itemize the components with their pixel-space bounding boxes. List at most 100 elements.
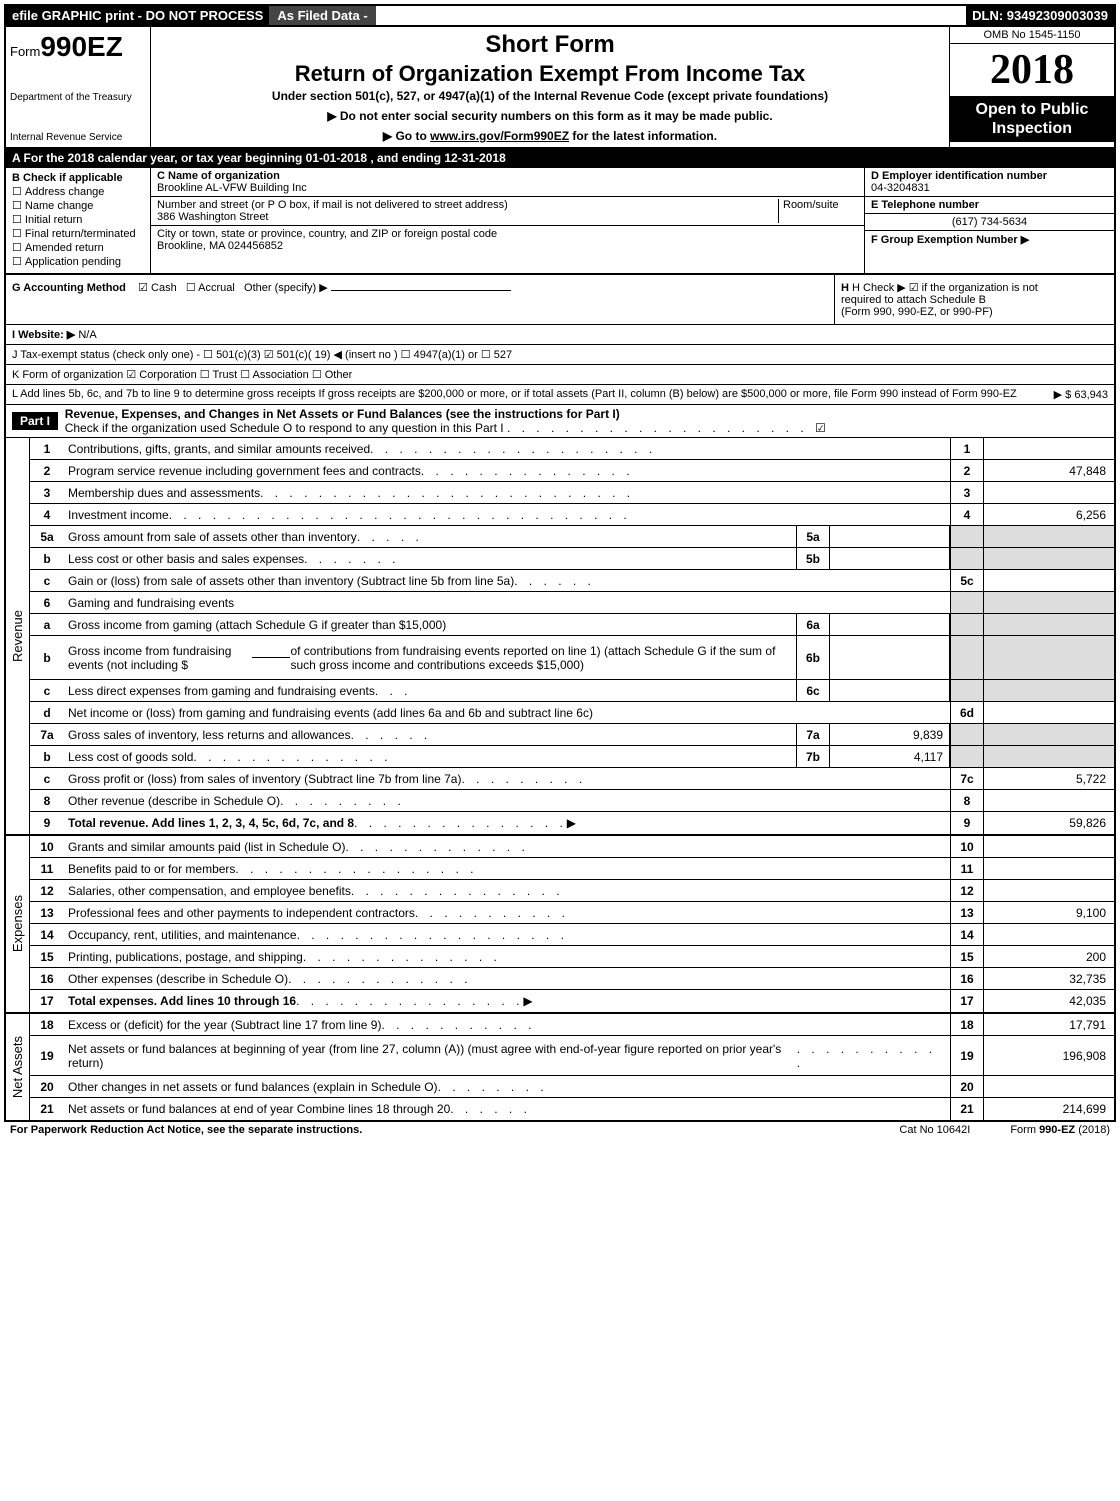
row-h-schedule-b: H H Check ▶ ☑ if the organization is not… — [834, 275, 1114, 324]
row-j-tax-exempt: J Tax-exempt status (check only one) - ☐… — [6, 345, 1114, 365]
return-title: Return of Organization Exempt From Incom… — [159, 61, 941, 87]
website-value: N/A — [78, 329, 96, 341]
tax-year: 2018 — [950, 44, 1114, 96]
under-section: Under section 501(c), 527, or 4947(a)(1)… — [159, 89, 941, 103]
line-6: 6Gaming and fundraising events — [30, 592, 1114, 614]
h-line3: (Form 990, 990-EZ, or 990-PF) — [841, 306, 1108, 318]
line-20: 20Other changes in net assets or fund ba… — [30, 1076, 1114, 1098]
expenses-vert-label: Expenses — [6, 836, 30, 1012]
g-cash[interactable]: ☑ Cash — [138, 282, 177, 294]
line-6c: cLess direct expenses from gaming and fu… — [30, 680, 1114, 702]
org-name: Brookline AL-VFW Building Inc — [157, 182, 858, 194]
part-i-title: Revenue, Expenses, and Changes in Net As… — [65, 407, 620, 421]
footer-catno: Cat No 10642I — [899, 1124, 970, 1136]
irs-link[interactable]: www.irs.gov/Form990EZ — [430, 129, 569, 143]
line-16: 16Other expenses (describe in Schedule O… — [30, 968, 1114, 990]
col-c: C Name of organization Brookline AL-VFW … — [151, 168, 864, 273]
chk-name-change[interactable]: ☐ Name change — [12, 199, 144, 212]
row-l-gross-receipts: L Add lines 5b, 6c, and 7b to line 9 to … — [6, 385, 1114, 405]
room-suite-label: Room/suite — [778, 199, 858, 223]
form-prefix: Form — [10, 44, 40, 59]
line-21: 21Net assets or fund balances at end of … — [30, 1098, 1114, 1120]
row-a-calendar-year: A For the 2018 calendar year, or tax yea… — [6, 149, 1114, 168]
section-gh: G Accounting Method ☑ Cash ☐ Accrual Oth… — [6, 275, 1114, 325]
line-7c: cGross profit or (loss) from sales of in… — [30, 768, 1114, 790]
line-13: 13Professional fees and other payments t… — [30, 902, 1114, 924]
g-other[interactable]: Other (specify) ▶ — [244, 282, 328, 294]
chk-initial-return[interactable]: ☐ Initial return — [12, 213, 144, 226]
goto-pre: ▶ Go to — [383, 129, 430, 143]
topbar-dln: DLN: 93492309003039 — [966, 6, 1114, 25]
line-11: 11Benefits paid to or for members . . . … — [30, 858, 1114, 880]
omb-number: OMB No 1545-1150 — [950, 27, 1114, 44]
topbar-asfiled: As Filed Data - — [269, 6, 375, 25]
section-bcdef: B Check if applicable ☐ Address change ☐… — [6, 168, 1114, 275]
header-left: Form990EZ Department of the Treasury Int… — [6, 27, 151, 147]
part-i-header: Part I Revenue, Expenses, and Changes in… — [6, 405, 1114, 438]
line-17: 17Total expenses. Add lines 10 through 1… — [30, 990, 1114, 1012]
chk-address-change[interactable]: ☐ Address change — [12, 185, 144, 198]
cell-f-group: F Group Exemption Number ▶ — [865, 231, 1114, 248]
row-c-name: C Name of organization Brookline AL-VFW … — [151, 168, 864, 197]
chk-amended-return[interactable]: ☐ Amended return — [12, 241, 144, 254]
row-city: City or town, state or province, country… — [151, 226, 864, 254]
line-1: 1Contributions, gifts, grants, and simil… — [30, 438, 1114, 460]
e-label: E Telephone number — [871, 199, 1108, 211]
chk-application-pending[interactable]: ☐ Application pending — [12, 255, 144, 268]
goto-link-line: ▶ Go to www.irs.gov/Form990EZ for the la… — [159, 129, 941, 143]
header-right: OMB No 1545-1150 2018 Open to Public Ins… — [949, 27, 1114, 147]
part-i-label: Part I — [12, 412, 58, 430]
part-i-sub: Check if the organization used Schedule … — [65, 421, 504, 435]
line-6d: dNet income or (loss) from gaming and fu… — [30, 702, 1114, 724]
addr-label: Number and street (or P O box, if mail i… — [157, 199, 508, 211]
line-7a: 7aGross sales of inventory, less returns… — [30, 724, 1114, 746]
g-label: G Accounting Method — [12, 282, 126, 294]
line-3: 3Membership dues and assessments . . . .… — [30, 482, 1114, 504]
line-5c: cGain or (loss) from sale of assets othe… — [30, 570, 1114, 592]
revenue-vert-label: Revenue — [6, 438, 30, 834]
dept-irs: Internal Revenue Service — [10, 132, 146, 143]
footer: For Paperwork Reduction Act Notice, see … — [4, 1122, 1116, 1138]
form-container: efile GRAPHIC print - DO NOT PROCESS As … — [4, 4, 1116, 1122]
l-amount: ▶ $ 63,943 — [1054, 388, 1108, 401]
footer-formno: Form 990-EZ (2018) — [1010, 1124, 1110, 1136]
h-line1: H H Check ▶ ☑ if the organization is not — [841, 281, 1108, 294]
open-to-public: Open to Public Inspection — [950, 96, 1114, 142]
short-form-title: Short Form — [159, 31, 941, 59]
dept-treasury: Department of the Treasury — [10, 92, 146, 103]
line-14: 14Occupancy, rent, utilities, and mainte… — [30, 924, 1114, 946]
col-b-title: B Check if applicable — [12, 172, 144, 184]
footer-paperwork: For Paperwork Reduction Act Notice, see … — [10, 1124, 362, 1136]
c-label: C Name of organization — [157, 170, 858, 182]
g-accrual[interactable]: ☐ Accrual — [186, 282, 235, 294]
chk-final-return[interactable]: ☐ Final return/terminated — [12, 227, 144, 240]
f-label: F Group Exemption Number ▶ — [871, 234, 1029, 246]
line-4: 4Investment income . . . . . . . . . . .… — [30, 504, 1114, 526]
line-6b: bGross income from fundraising events (n… — [30, 636, 1114, 680]
l-text: L Add lines 5b, 6c, and 7b to line 9 to … — [12, 388, 1054, 401]
col-b-checkboxes: B Check if applicable ☐ Address change ☐… — [6, 168, 151, 273]
line-15: 15Printing, publications, postage, and s… — [30, 946, 1114, 968]
line-9: 9Total revenue. Add lines 1, 2, 3, 4, 5c… — [30, 812, 1114, 834]
header: Form990EZ Department of the Treasury Int… — [6, 27, 1114, 149]
i-label: I Website: ▶ — [12, 329, 75, 341]
row-i-website: I Website: ▶ N/A — [6, 325, 1114, 345]
form-990ez: 990EZ — [40, 31, 123, 62]
expenses-section: Expenses 10Grants and similar amounts pa… — [6, 836, 1114, 1014]
cell-e-tel: E Telephone number — [865, 197, 1114, 214]
part-i-check[interactable]: ☑ — [815, 421, 826, 435]
telephone-value: (617) 734-5634 — [865, 214, 1114, 231]
header-center: Short Form Return of Organization Exempt… — [151, 27, 949, 147]
netassets-vert-label: Net Assets — [6, 1014, 30, 1120]
line-8: 8Other revenue (describe in Schedule O) … — [30, 790, 1114, 812]
d-label: D Employer identification number — [871, 170, 1108, 182]
line-18: 18Excess or (deficit) for the year (Subt… — [30, 1014, 1114, 1036]
revenue-section: Revenue 1Contributions, gifts, grants, a… — [6, 438, 1114, 836]
line-5b: bLess cost or other basis and sales expe… — [30, 548, 1114, 570]
topbar-efile: efile GRAPHIC print - DO NOT PROCESS — [6, 6, 269, 25]
row-k-form-org: K Form of organization ☑ Corporation ☐ T… — [6, 365, 1114, 385]
row-address: Number and street (or P O box, if mail i… — [151, 197, 864, 226]
line-10: 10Grants and similar amounts paid (list … — [30, 836, 1114, 858]
line-7b: bLess cost of goods sold . . . . . . . .… — [30, 746, 1114, 768]
h-line2: required to attach Schedule B — [841, 294, 1108, 306]
